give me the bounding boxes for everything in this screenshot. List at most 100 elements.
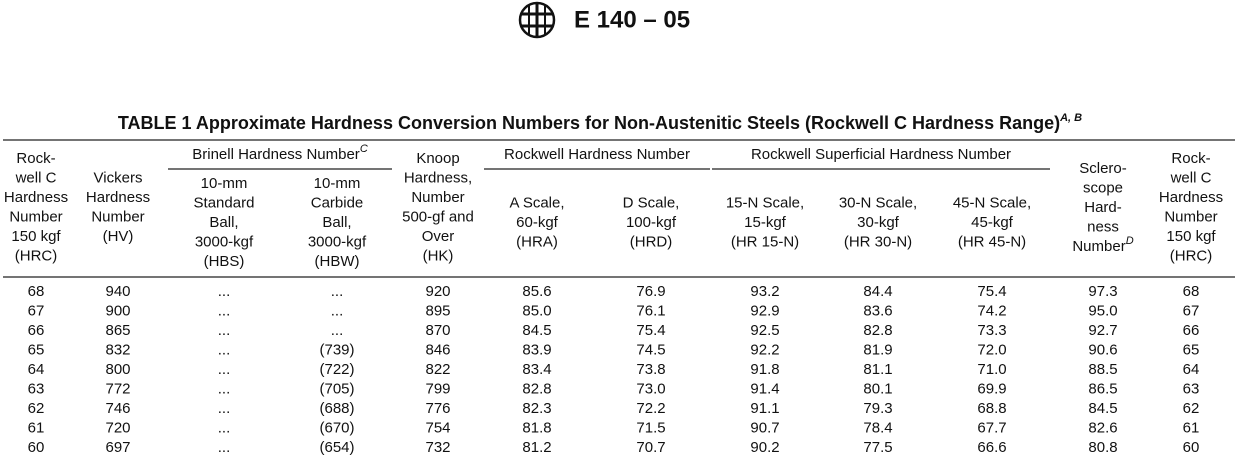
cell: 68 xyxy=(28,283,45,300)
column-header: Hardness xyxy=(1159,189,1223,206)
cell: 61 xyxy=(1183,419,1200,436)
cell: 65 xyxy=(1183,341,1200,358)
cell: 81.1 xyxy=(863,361,892,378)
cell: 84.4 xyxy=(863,283,892,300)
cell: 800 xyxy=(105,361,130,378)
astm-logo xyxy=(518,1,556,39)
column-header: Vickers xyxy=(94,170,143,187)
document-id: E 140 – 05 xyxy=(574,6,690,33)
column-header: Ball, xyxy=(322,214,351,231)
column-header: 150 kgf xyxy=(11,228,61,245)
cell: 895 xyxy=(425,302,450,319)
cell: 776 xyxy=(425,400,450,417)
cell: 64 xyxy=(28,361,45,378)
column-header: (HK) xyxy=(423,248,454,265)
column-header: (HRC) xyxy=(1170,248,1213,265)
cell: 74.2 xyxy=(977,302,1006,319)
column-header: Standard xyxy=(194,194,255,211)
column-header: (HRD) xyxy=(630,233,673,250)
cell: ... xyxy=(218,419,231,436)
cell: 68.8 xyxy=(977,400,1006,417)
cell: 920 xyxy=(425,283,450,300)
cell: 75.4 xyxy=(977,283,1006,300)
cell: 82.8 xyxy=(522,380,551,397)
column-header: (HRC) xyxy=(15,248,58,265)
column-header: 10-mm xyxy=(314,175,361,192)
column-header: (HR 30-N) xyxy=(844,233,912,250)
cell: 90.2 xyxy=(750,439,779,456)
cell: 84.5 xyxy=(1088,400,1117,417)
cell: 90.7 xyxy=(750,419,779,436)
column-header: NumberD xyxy=(1072,235,1133,255)
cell: ... xyxy=(331,302,344,319)
cell: 822 xyxy=(425,361,450,378)
column-header: Number xyxy=(1164,209,1217,226)
cell: 70.7 xyxy=(636,439,665,456)
table-title: TABLE 1 Approximate Hardness Conversion … xyxy=(118,112,1082,133)
cell: 80.1 xyxy=(863,380,892,397)
cell: 81.8 xyxy=(522,419,551,436)
cell: 92.5 xyxy=(750,322,779,339)
group-header: Rockwell Superficial Hardness Number xyxy=(751,146,1011,163)
column-header: well C xyxy=(1170,170,1212,187)
cell: 83.4 xyxy=(522,361,551,378)
column-header: Carbide xyxy=(311,194,364,211)
column-header: Ball, xyxy=(209,214,238,231)
cell: (739) xyxy=(319,341,354,358)
column-header: Number xyxy=(9,209,62,226)
cell: 90.6 xyxy=(1088,341,1117,358)
column-header: Hardness, xyxy=(404,170,472,187)
column-header: 45-N Scale, xyxy=(953,194,1031,211)
column-header: ness xyxy=(1087,218,1119,235)
column-header: 100-kgf xyxy=(626,214,677,231)
cell: 61 xyxy=(28,419,45,436)
cell: 76.9 xyxy=(636,283,665,300)
cell: 67 xyxy=(1183,302,1200,319)
cell: 80.8 xyxy=(1088,439,1117,456)
cell: (722) xyxy=(319,361,354,378)
column-header: (HR 15-N) xyxy=(731,233,799,250)
column-header: well C xyxy=(15,170,57,187)
column-header: 10-mm xyxy=(201,175,248,192)
column-header-text: Number xyxy=(1072,238,1125,255)
cell: 754 xyxy=(425,419,450,436)
cell: 83.6 xyxy=(863,302,892,319)
column-header: 30-N Scale, xyxy=(839,194,917,211)
cell: 91.8 xyxy=(750,361,779,378)
cell: (670) xyxy=(319,419,354,436)
cell: (654) xyxy=(319,439,354,456)
cell: 67.7 xyxy=(977,419,1006,436)
column-header: 15-kgf xyxy=(744,214,787,231)
cell: 720 xyxy=(105,419,130,436)
cell: 82.6 xyxy=(1088,419,1117,436)
cell: 83.9 xyxy=(522,341,551,358)
column-header: (HBS) xyxy=(204,253,245,270)
cell: ... xyxy=(331,322,344,339)
column-header: 3000-kgf xyxy=(308,233,367,250)
cell: 91.4 xyxy=(750,380,779,397)
cell: 62 xyxy=(1183,400,1200,417)
cell: 68 xyxy=(1183,283,1200,300)
cell: 82.3 xyxy=(522,400,551,417)
cell: 65 xyxy=(28,341,45,358)
column-header: Hardness xyxy=(86,189,150,206)
column-header: Rock- xyxy=(1171,150,1210,167)
cell: 60 xyxy=(28,439,45,456)
cell: 93.2 xyxy=(750,283,779,300)
group-header: Rockwell Hardness Number xyxy=(504,146,690,163)
cell: 900 xyxy=(105,302,130,319)
cell: 66 xyxy=(1183,322,1200,339)
column-header: 15-N Scale, xyxy=(726,194,804,211)
cell: 772 xyxy=(105,380,130,397)
column-header: Knoop xyxy=(416,150,459,167)
cell: 88.5 xyxy=(1088,361,1117,378)
column-header: D Scale, xyxy=(623,194,680,211)
cell: 79.3 xyxy=(863,400,892,417)
cell: 77.5 xyxy=(863,439,892,456)
column-header: 45-kgf xyxy=(971,214,1014,231)
column-header: 150 kgf xyxy=(1166,228,1216,245)
cell: 62 xyxy=(28,400,45,417)
cell: 75.4 xyxy=(636,322,665,339)
cell: (688) xyxy=(319,400,354,417)
